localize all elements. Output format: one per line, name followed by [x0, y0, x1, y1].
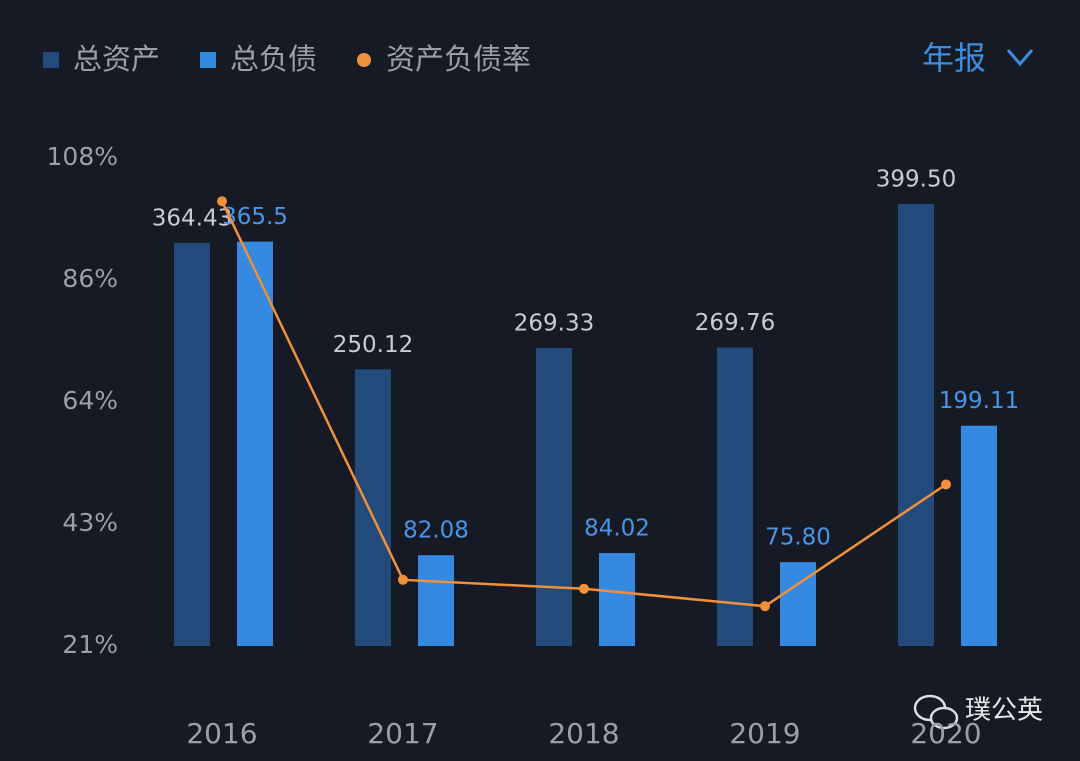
value-label: 365.5 — [222, 204, 288, 230]
bar — [237, 241, 273, 647]
value-label: 269.33 — [514, 311, 594, 337]
bar — [536, 348, 572, 646]
watermark-icon — [913, 694, 959, 730]
bar — [418, 555, 454, 646]
watermark: 璞公英 — [965, 696, 1043, 726]
x-tick-label: 2016 — [186, 717, 257, 750]
legend-marker — [43, 52, 59, 68]
legend-label: 总资产 — [73, 42, 160, 76]
legend-label: 资产负债率 — [386, 42, 531, 76]
bar — [355, 369, 391, 646]
line-point — [217, 196, 227, 207]
value-label: 199.11 — [939, 388, 1019, 414]
bar — [174, 242, 210, 647]
legend-label: 总负债 — [230, 42, 317, 76]
value-label: 75.80 — [765, 525, 831, 551]
x-tick-label: 2017 — [367, 717, 438, 750]
y-tick-label: 64% — [62, 386, 118, 415]
value-label: 269.76 — [695, 310, 775, 336]
value-label: 250.12 — [333, 332, 413, 358]
legend-marker — [357, 53, 371, 67]
x-tick-label: 2020 — [910, 717, 981, 750]
bar — [599, 553, 635, 646]
legend-marker — [200, 52, 216, 68]
bar — [961, 425, 997, 646]
line-point — [760, 601, 770, 612]
value-label: 364.43 — [152, 205, 232, 231]
bar — [898, 204, 934, 646]
y-tick-label: 43% — [62, 508, 118, 537]
line — [220, 200, 947, 608]
line-point — [579, 583, 589, 594]
value-label: 399.50 — [876, 167, 956, 193]
y-tick-label: 21% — [62, 630, 118, 659]
x-tick-label: 2018 — [548, 717, 619, 750]
line-point — [941, 479, 951, 490]
y-tick-label: 108% — [47, 142, 118, 171]
y-tick-label: 86% — [62, 264, 118, 293]
line-point — [398, 574, 408, 585]
dropdown-chevron[interactable] — [1006, 49, 1034, 67]
value-label: 82.08 — [403, 518, 469, 544]
period-selector[interactable]: 年报 — [922, 39, 986, 77]
value-label: 84.02 — [584, 516, 650, 542]
bar — [717, 347, 753, 646]
x-tick-label: 2019 — [729, 717, 800, 750]
